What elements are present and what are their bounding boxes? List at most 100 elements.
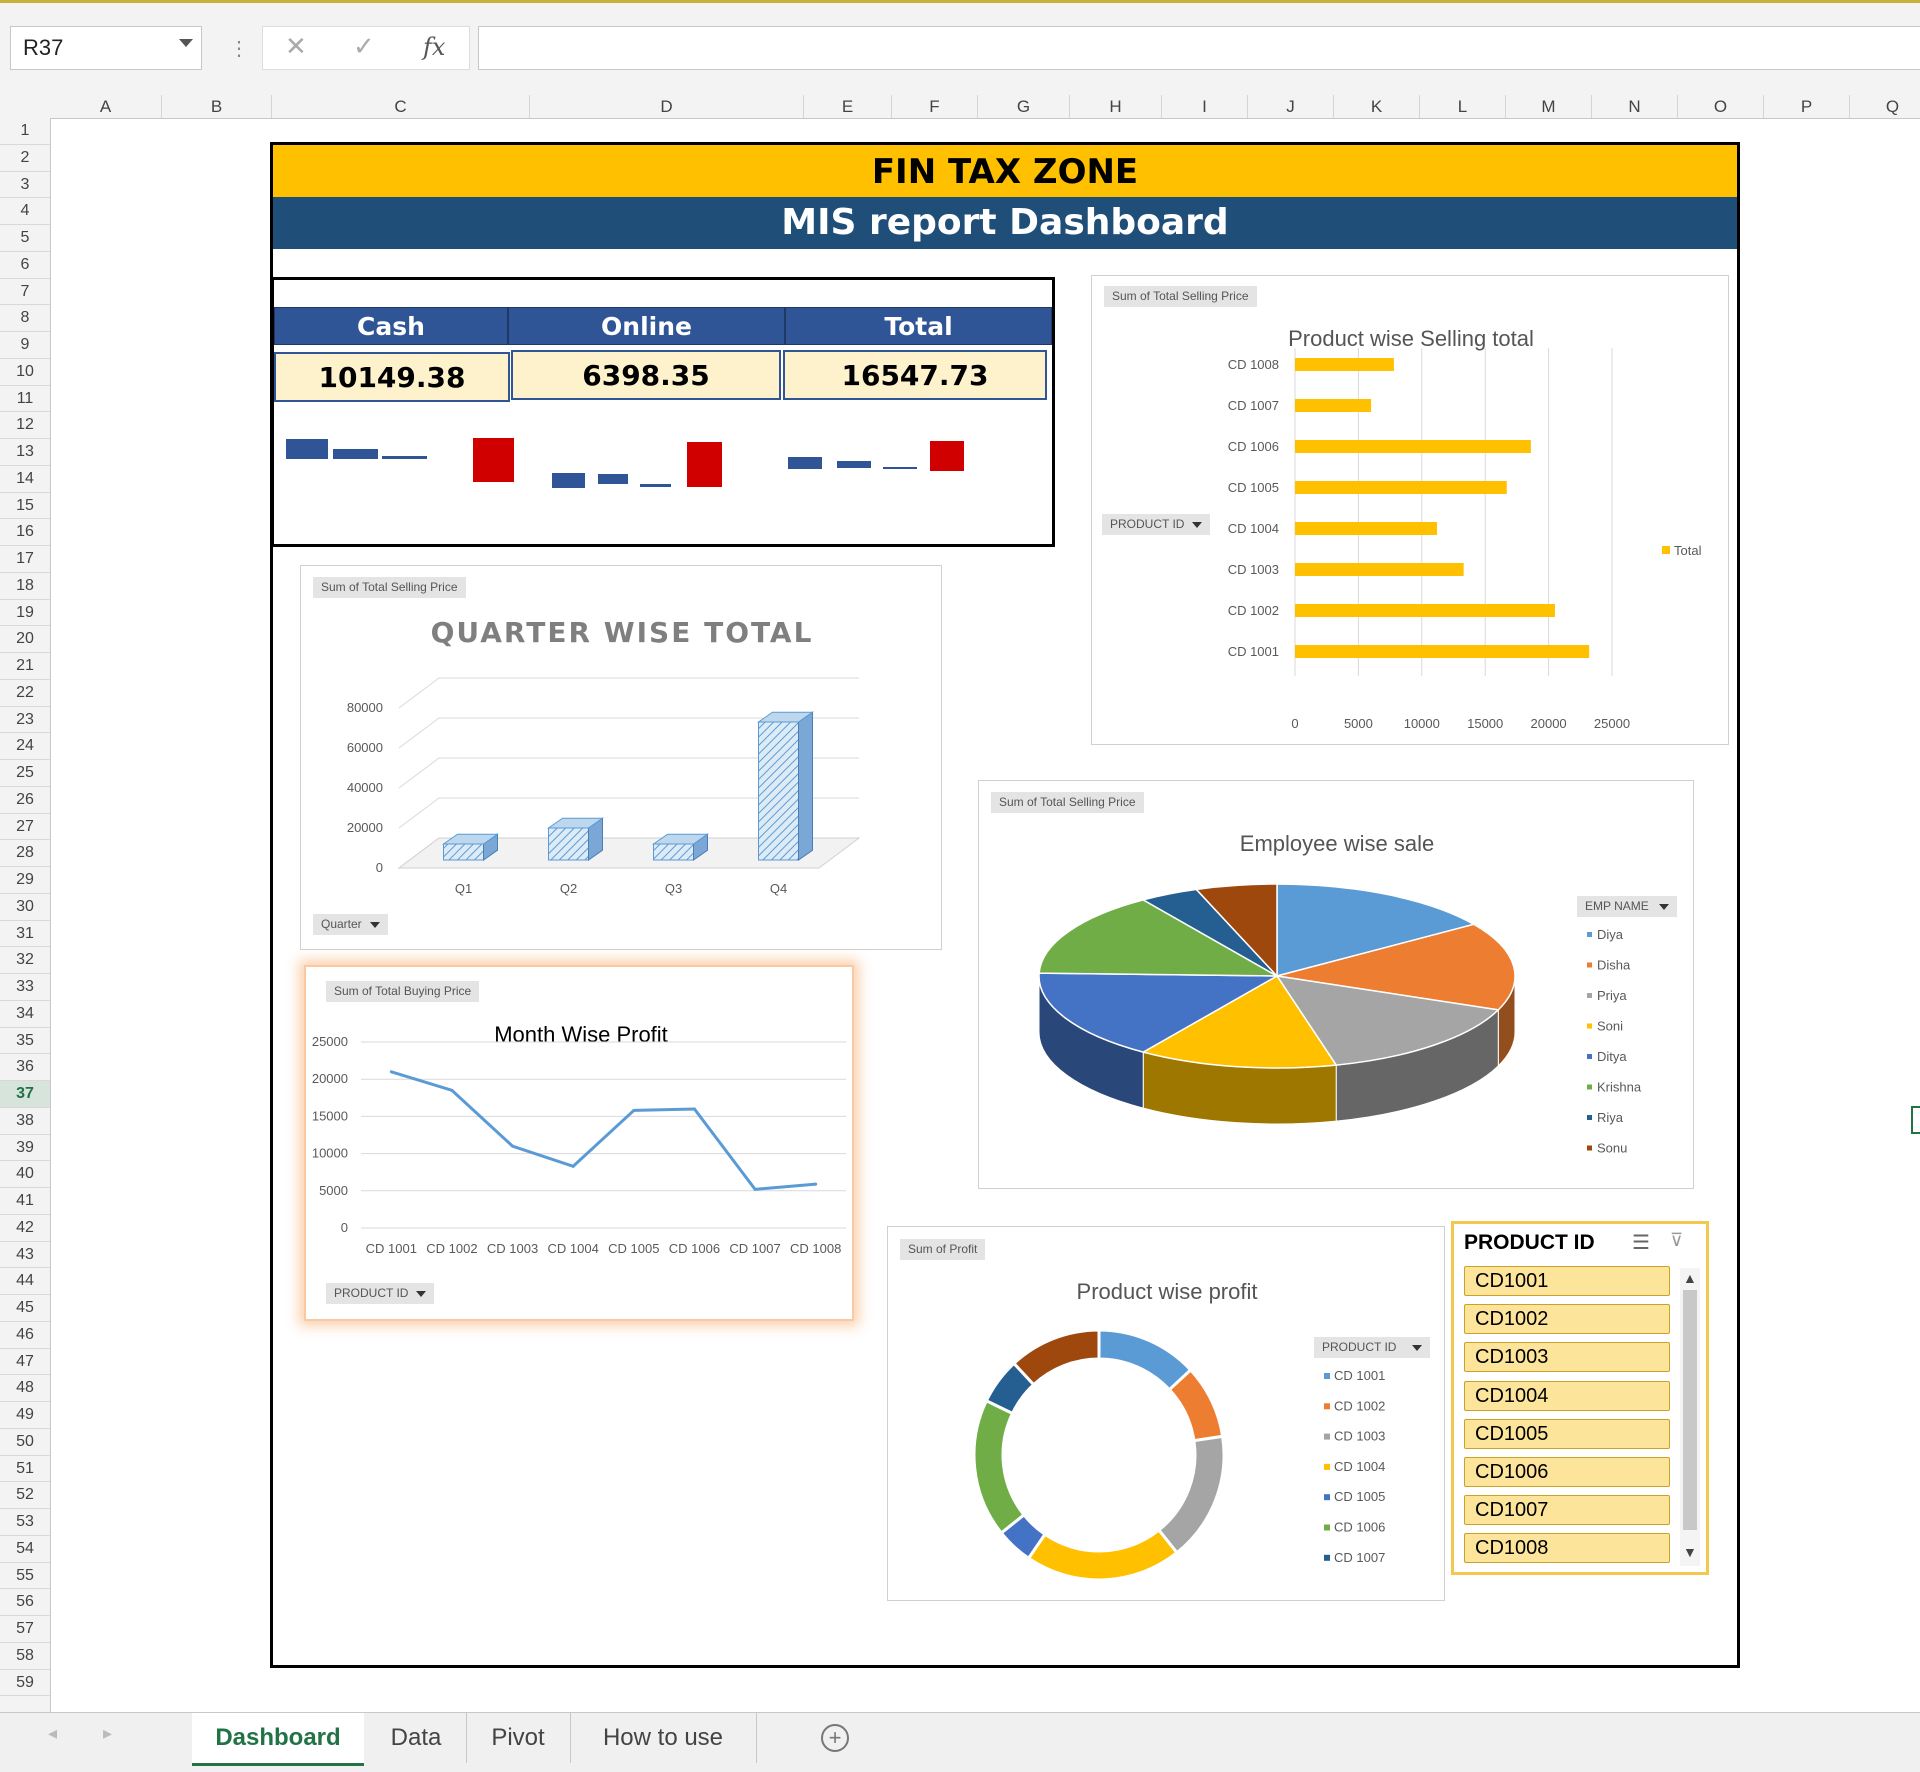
tab-pivot[interactable]: Pivot [466,1713,571,1763]
scroll-left-icon[interactable]: ◂ [48,1723,58,1743]
slicer-item[interactable]: CD1006 [1464,1457,1670,1487]
row-header[interactable]: 5 [0,225,50,252]
row-header[interactable]: 7 [0,279,50,306]
column-header[interactable]: N [1592,95,1678,118]
scroll-thumb[interactable] [1683,1290,1697,1530]
row-header[interactable]: 46 [0,1322,50,1349]
row-header[interactable]: 37 [0,1081,50,1108]
row-header[interactable]: 53 [0,1509,50,1536]
scroll-right-icon[interactable]: ▸ [103,1723,113,1743]
row-header[interactable]: 19 [0,600,50,627]
employee-sale-chart[interactable]: Sum of Total Selling Price Employee wise… [978,780,1694,1189]
column-header[interactable]: B [162,95,272,118]
row-header[interactable]: 58 [0,1643,50,1670]
product-id-slicer[interactable]: PRODUCT ID ☰ ⊽ CD1001 CD1002 CD1003 CD1004 C… [1451,1221,1709,1575]
row-header[interactable]: 52 [0,1482,50,1509]
column-header[interactable]: O [1678,95,1764,118]
row-header[interactable]: 21 [0,653,50,680]
scroll-up-icon[interactable]: ▲ [1683,1270,1697,1286]
row-header[interactable]: 27 [0,814,50,841]
row-header[interactable]: 16 [0,519,50,546]
row-header[interactable]: 49 [0,1402,50,1429]
column-header[interactable]: C [272,95,530,118]
cancel-icon[interactable]: ✕ [285,31,307,61]
row-header[interactable]: 1 [0,118,50,145]
product-profit-chart[interactable]: Sum of Profit Product wise profit PRODUC… [887,1226,1445,1601]
row-header[interactable]: 9 [0,332,50,359]
row-header[interactable]: 32 [0,947,50,974]
row-header[interactable]: 10 [0,359,50,386]
legend-button-product-id[interactable]: PRODUCT ID [1314,1337,1430,1358]
row-header[interactable]: 40 [0,1161,50,1188]
slicer-item[interactable]: CD1004 [1464,1380,1670,1411]
column-header[interactable]: J [1248,95,1334,118]
row-header[interactable]: 3 [0,172,50,199]
column-header[interactable]: E [804,95,892,118]
row-header[interactable]: 55 [0,1563,50,1590]
row-header[interactable]: 23 [0,707,50,734]
row-header[interactable]: 48 [0,1375,50,1402]
slicer-item[interactable]: CD1001 [1464,1266,1670,1296]
row-header[interactable]: 59 [0,1670,50,1697]
enter-icon[interactable]: ✓ [353,31,375,61]
row-header[interactable]: 50 [0,1429,50,1456]
column-header[interactable]: G [978,95,1070,118]
row-header[interactable]: 29 [0,867,50,894]
axis-button-product-id-month[interactable]: PRODUCT ID [326,1283,435,1304]
row-header[interactable]: 57 [0,1616,50,1643]
row-header[interactable]: 43 [0,1242,50,1269]
row-header[interactable]: 2 [0,145,50,172]
row-header[interactable]: 15 [0,493,50,520]
row-header[interactable]: 20 [0,626,50,653]
row-header[interactable]: 38 [0,1108,50,1135]
row-header[interactable]: 8 [0,305,50,332]
name-box[interactable]: R37 [10,26,202,70]
kpi-value-total[interactable]: 16547.73 [783,350,1047,400]
field-button-selling[interactable]: Sum of Total Selling Price [1104,286,1257,307]
row-header[interactable]: 56 [0,1589,50,1616]
column-header[interactable]: D [530,95,804,118]
axis-button-quarter[interactable]: Quarter [313,914,388,935]
row-header[interactable]: 22 [0,680,50,707]
row-header[interactable]: 35 [0,1028,50,1055]
column-header[interactable]: M [1506,95,1592,118]
column-header[interactable]: P [1764,95,1850,118]
slicer-item[interactable]: CD1008 [1464,1533,1670,1564]
kpi-value-cash[interactable]: 10149.38 [274,352,510,402]
month-profit-chart[interactable]: Sum of Total Buying Price Month Wise Pro… [304,965,854,1321]
row-header[interactable]: 24 [0,733,50,760]
slicer-item[interactable]: CD1003 [1464,1342,1670,1373]
row-header[interactable]: 31 [0,921,50,948]
row-header[interactable]: 36 [0,1054,50,1081]
row-header[interactable]: 28 [0,840,50,867]
column-header[interactable]: Q [1850,95,1920,118]
more-icon[interactable]: ⋮ [229,38,249,60]
fx-icon[interactable]: fx [423,33,446,61]
column-header[interactable]: I [1162,95,1248,118]
column-header[interactable]: A [50,95,162,118]
tab-how-to-use[interactable]: How to use [570,1713,757,1763]
active-cell-marker[interactable] [1911,1106,1920,1134]
field-button-profit[interactable]: Sum of Profit [900,1239,986,1260]
scroll-down-icon[interactable]: ▼ [1683,1544,1697,1560]
formula-input[interactable] [478,26,1920,70]
row-header[interactable]: 41 [0,1188,50,1215]
row-header[interactable]: 4 [0,198,50,225]
field-button-month[interactable]: Sum of Total Buying Price [326,981,480,1002]
column-header[interactable]: H [1070,95,1162,118]
legend-button-emp-name[interactable]: EMP NAME [1577,896,1677,917]
row-header[interactable]: 34 [0,1001,50,1028]
axis-button-product-id[interactable]: PRODUCT ID [1102,514,1211,535]
multi-select-icon[interactable]: ☰ [1632,1232,1650,1254]
row-header[interactable]: 25 [0,760,50,787]
column-header[interactable]: L [1420,95,1506,118]
slicer-item[interactable]: CD1007 [1464,1495,1670,1526]
row-header[interactable]: 45 [0,1295,50,1322]
row-header[interactable]: 12 [0,412,50,439]
row-header[interactable]: 44 [0,1268,50,1295]
slicer-item[interactable]: CD1005 [1464,1418,1670,1449]
column-header[interactable]: F [892,95,978,118]
row-header[interactable]: 11 [0,386,50,413]
row-header[interactable]: 42 [0,1215,50,1242]
slicer-item[interactable]: CD1002 [1464,1304,1670,1335]
